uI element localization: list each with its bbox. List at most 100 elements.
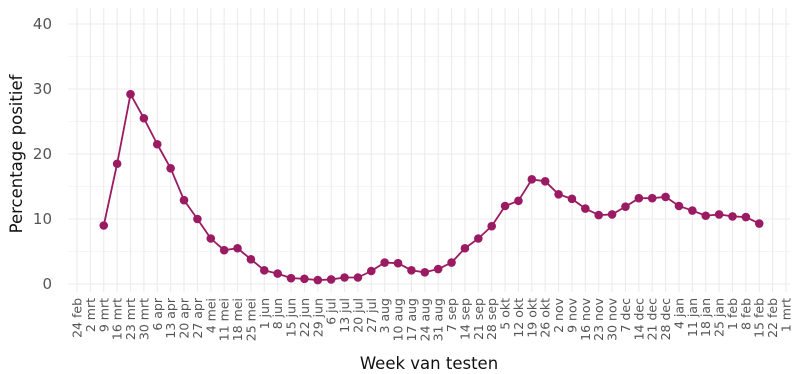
data-point: [326, 275, 336, 284]
x-tick-label: 26 okt: [538, 298, 553, 338]
x-tick-label: 22 feb: [765, 298, 780, 338]
x-tick-label: 15 jun: [284, 298, 299, 337]
data-point: [474, 234, 483, 243]
x-tick-label: 12 okt: [511, 298, 526, 338]
x-tick-label: 11 mei: [217, 298, 232, 341]
x-tick-label: 31 aug: [431, 298, 446, 341]
x-tick-label: 21 sep: [471, 298, 486, 340]
data-point: [166, 164, 175, 173]
data-point: [300, 274, 309, 284]
x-tick-label: 7 dec: [618, 298, 633, 333]
x-tick-label: 25 mei: [243, 298, 258, 341]
x-tick-label: 1 jun: [257, 298, 272, 329]
x-tick-label: 24 feb: [70, 298, 85, 338]
y-axis-title: Percentage positief: [7, 73, 26, 233]
x-tick-label: 16 mrt: [110, 298, 125, 340]
data-point: [741, 212, 751, 222]
data-point: [219, 245, 229, 255]
x-tick-label: 19 okt: [524, 298, 539, 338]
series-line-group: [99, 89, 764, 285]
x-tick-label: 20 jul: [350, 298, 365, 333]
x-tick-label: 20 apr: [177, 297, 192, 338]
data-point: [286, 273, 296, 283]
data-point: [621, 202, 630, 211]
data-point: [607, 210, 617, 219]
data-point: [674, 201, 684, 211]
data-point: [112, 159, 122, 169]
y-tick-label: 10: [33, 210, 52, 228]
data-point: [527, 175, 537, 184]
x-tick-label: 18 mei: [230, 298, 245, 341]
x-tick-label: 16 nov: [578, 297, 593, 340]
x-tick-label: 10 aug: [391, 298, 406, 341]
data-point: [594, 210, 604, 220]
x-tick-label: 18 jan: [698, 298, 713, 337]
data-point: [500, 201, 510, 211]
data-point: [661, 192, 670, 202]
x-tick-label: 27 apr: [190, 297, 205, 338]
x-tick-label: 9 nov: [564, 297, 579, 332]
x-tick-label: 23 mrt: [123, 298, 138, 340]
y-axis-ticks: 0 10 20 30 40: [33, 15, 52, 293]
data-point: [447, 258, 456, 267]
data-point: [714, 210, 724, 219]
data-point: [179, 195, 189, 205]
data-point: [259, 266, 269, 275]
data-point: [728, 212, 737, 221]
data-point: [152, 139, 162, 149]
x-tick-label: 6 apr: [150, 297, 165, 331]
x-tick-label: 15 feb: [752, 298, 767, 338]
x-tick-label: 5 okt: [498, 298, 513, 330]
x-tick-label: 14 dec: [631, 298, 646, 341]
x-tick-label: 2 mrt: [83, 298, 98, 332]
x-tick-label: 25 jan: [712, 298, 727, 337]
data-point: [367, 266, 376, 276]
x-tick-label: 8 jun: [270, 298, 285, 329]
x-tick-label: 2 nov: [551, 297, 566, 332]
data-point: [393, 258, 403, 268]
y-tick-label: 30: [33, 80, 52, 98]
data-point: [407, 266, 416, 275]
data-point: [581, 204, 590, 213]
data-point: [554, 190, 563, 199]
x-tick-label: 3 aug: [377, 298, 392, 333]
data-point: [99, 221, 109, 230]
x-tick-label: 14 sep: [457, 298, 472, 340]
data-point: [193, 214, 202, 224]
data-point: [353, 273, 363, 282]
data-point: [139, 113, 149, 123]
data-point: [273, 269, 282, 278]
data-point: [460, 243, 470, 253]
data-point: [206, 234, 216, 243]
data-point: [567, 194, 577, 204]
x-tick-label: 4 mei: [203, 298, 218, 333]
data-point: [433, 264, 443, 274]
series-line: [102, 93, 760, 281]
data-point: [540, 177, 550, 186]
x-tick-label: 13 jul: [337, 298, 352, 333]
x-tick-label: 17 aug: [404, 298, 419, 341]
x-axis-title: Week van testen: [360, 354, 498, 373]
data-point: [233, 243, 242, 253]
x-tick-label: 9 mrt: [96, 298, 111, 332]
x-tick-label: 27 jul: [364, 298, 379, 333]
data-point: [647, 193, 657, 203]
data-point: [420, 268, 430, 277]
data-point: [380, 258, 389, 267]
data-point: [340, 273, 349, 282]
data-point: [701, 211, 711, 221]
data-point: [754, 219, 764, 228]
x-tick-label: 1 feb: [725, 298, 740, 330]
x-tick-label: 7 sep: [444, 298, 459, 332]
x-tick-label: 13 apr: [163, 297, 178, 338]
x-tick-label: 8 feb: [738, 298, 753, 330]
x-tick-label: 28 dec: [658, 298, 673, 341]
x-tick-label: 30 nov: [605, 297, 620, 340]
x-tick-label: 1 mrt: [779, 298, 793, 332]
x-tick-label: 24 aug: [417, 298, 432, 341]
x-tick-label: 11 jan: [685, 298, 700, 337]
y-tick-label: 40: [33, 15, 52, 33]
x-tick-label: 6 jul: [324, 298, 339, 325]
grid: [68, 8, 790, 292]
